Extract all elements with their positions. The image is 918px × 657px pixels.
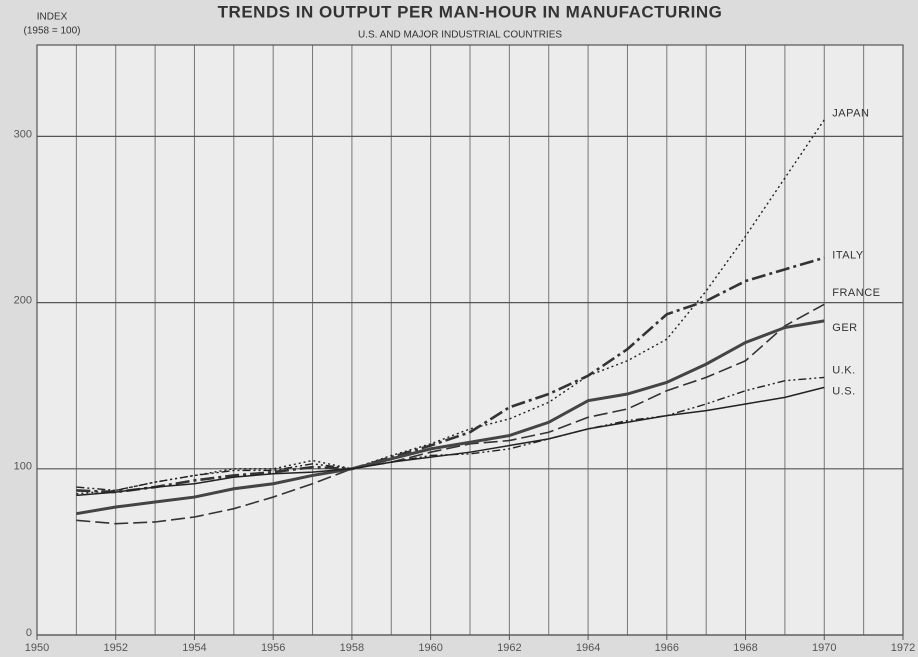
series-line [76, 303, 825, 525]
series-line [76, 256, 825, 494]
y-tick-label: 200 [14, 295, 32, 307]
x-tick-label: 1972 [891, 642, 915, 654]
series-label: JAPAN [832, 108, 869, 120]
y-axis-label: (1958 = 100) [24, 26, 81, 37]
x-tick-label: 1964 [576, 642, 600, 654]
x-tick-label: 1956 [261, 642, 285, 654]
y-tick-label: 300 [14, 128, 32, 140]
series-label: FRANCE [832, 287, 880, 299]
series-label: U.K. [832, 364, 855, 376]
y-tick-label: 0 [26, 627, 32, 639]
series-line [76, 319, 825, 516]
x-tick-label: 1970 [812, 642, 836, 654]
x-tick-label: 1958 [340, 642, 364, 654]
series-line [76, 376, 825, 492]
chart-title: TRENDS IN OUTPUT PER MAN-HOUR IN MANUFAC… [218, 2, 723, 21]
chart-subtitle: U.S. AND MAJOR INDUSTRIAL COUNTRIES [358, 30, 562, 41]
plot-frame [36, 44, 904, 636]
series-label: ITALY [832, 250, 864, 262]
series-label: U.S. [832, 385, 855, 397]
x-tick-label: 1962 [497, 642, 521, 654]
x-tick-label: 1954 [182, 642, 206, 654]
y-tick-label: 100 [14, 461, 32, 473]
x-tick-label: 1966 [655, 642, 679, 654]
x-tick-label: 1968 [733, 642, 757, 654]
x-tick-label: 1960 [418, 642, 442, 654]
series-line [76, 386, 825, 497]
y-axis-label: INDEX [37, 12, 68, 23]
x-tick-label: 1952 [103, 642, 127, 654]
x-tick-label: 1950 [25, 642, 49, 654]
series-label: GER [832, 322, 857, 334]
